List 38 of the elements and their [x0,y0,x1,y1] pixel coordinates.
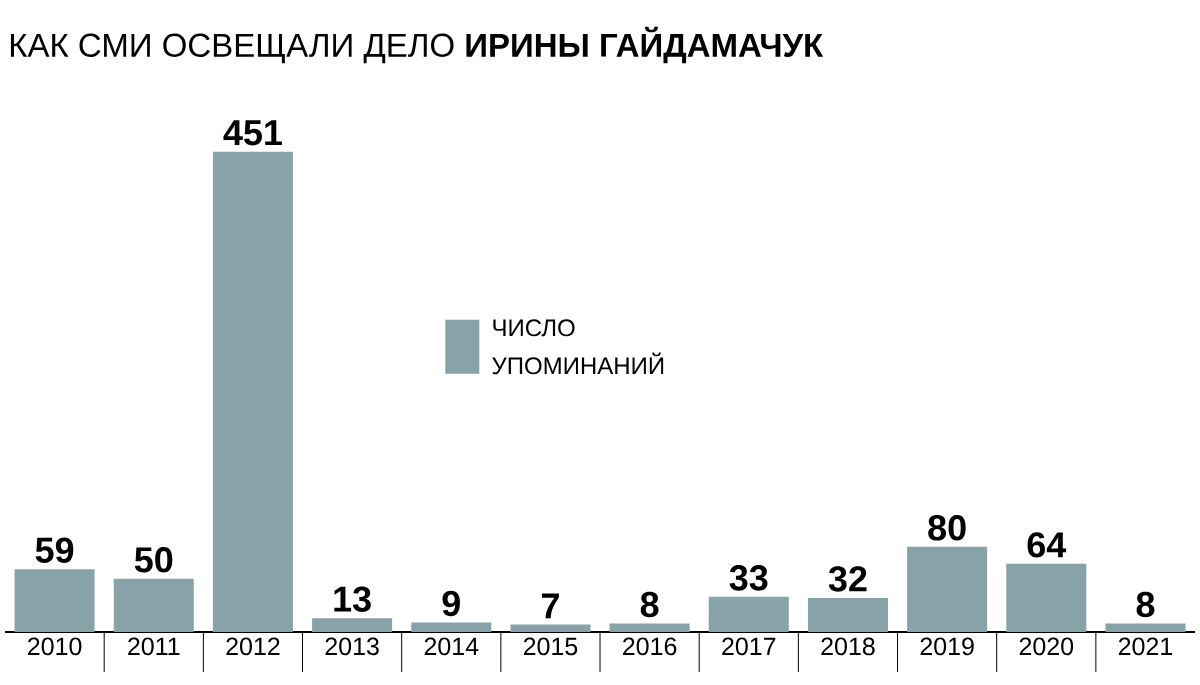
data-label: 50 [134,547,173,573]
x-tick-label: 2018 [821,637,875,656]
bar [113,578,194,632]
x-tick-label: 2012 [226,637,280,656]
data-label: 32 [828,566,867,592]
bar [212,151,293,632]
bar [510,624,591,632]
data-label: 64 [1027,532,1067,558]
bar [14,569,95,632]
x-tick-label: 2013 [325,637,379,656]
bar [609,623,690,632]
x-tick-label: 2011 [128,637,180,656]
x-tick-label: 2010 [28,637,82,656]
data-label: 8 [640,591,659,618]
data-label: 59 [35,537,74,563]
chart-title: КАК СМИ ОСВЕЩАЛИ ДЕЛО ИРИНЫ ГАЙДАМАЧУК [10,26,824,64]
data-label: 451 [223,120,282,146]
x-tick-label: 2020 [1019,637,1074,656]
data-label: 80 [928,515,966,541]
data-label: 7 [541,593,559,619]
x-tick-label: 2017 [722,637,776,656]
bar [1006,563,1087,632]
bar [312,618,393,632]
bar [411,622,492,632]
x-tick-label: 2021 [1118,637,1173,656]
data-label: 8 [1136,591,1155,618]
x-tick-label: 2014 [424,637,479,656]
data-label: 9 [442,590,460,617]
bar [1105,623,1186,632]
bar [708,596,789,632]
x-tick-label: 2015 [523,637,578,656]
data-label: 13 [334,586,371,612]
x-tick-label: 2016 [623,637,677,656]
bar [807,597,888,632]
legend-label: ЧИСЛО УПОМИНАНИЙ [492,319,664,375]
data-label: 33 [729,565,768,591]
x-tick-label: 2019 [920,637,974,656]
bar [907,546,988,632]
